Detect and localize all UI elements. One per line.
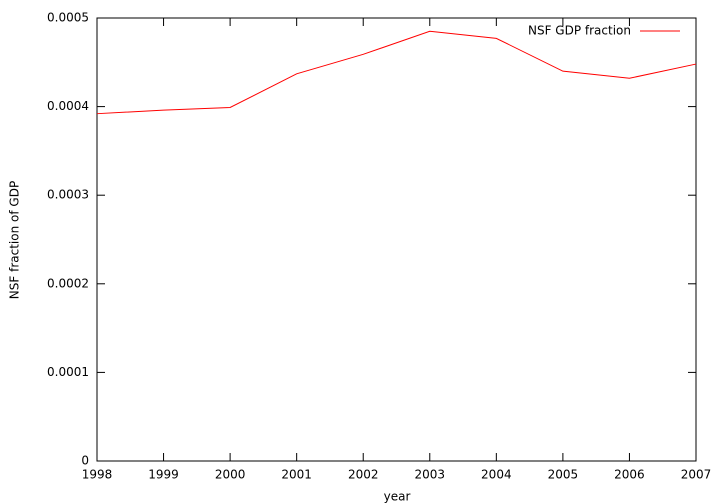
x-tick-label: 2007	[681, 468, 712, 482]
plot-frame	[96, 17, 697, 462]
x-tick-label: 2003	[415, 468, 446, 482]
data-line	[96, 30, 697, 115]
x-axis-label: year	[384, 490, 411, 504]
y-tick-label: 0.0003	[47, 188, 89, 202]
y-tick-label: 0.0001	[47, 365, 89, 379]
y-tick-label: 0.0005	[47, 11, 89, 25]
x-tick-label: 2002	[348, 468, 379, 482]
legend-label: NSF GDP fraction	[528, 24, 631, 38]
y-tick-label: 0.0004	[47, 99, 89, 113]
y-tick-label: 0.0002	[47, 276, 89, 290]
x-tick-label: 2006	[614, 468, 645, 482]
x-tick-label: 2000	[215, 468, 246, 482]
x-tick-label: 2005	[548, 468, 579, 482]
x-tick-label: 1999	[148, 468, 179, 482]
y-axis-label: NSF fraction of GDP	[8, 181, 22, 299]
x-tick-label: 2001	[281, 468, 312, 482]
x-tick-label: 2004	[481, 468, 512, 482]
y-tick-label: 0	[81, 454, 89, 468]
x-tick-label: 1998	[82, 468, 113, 482]
